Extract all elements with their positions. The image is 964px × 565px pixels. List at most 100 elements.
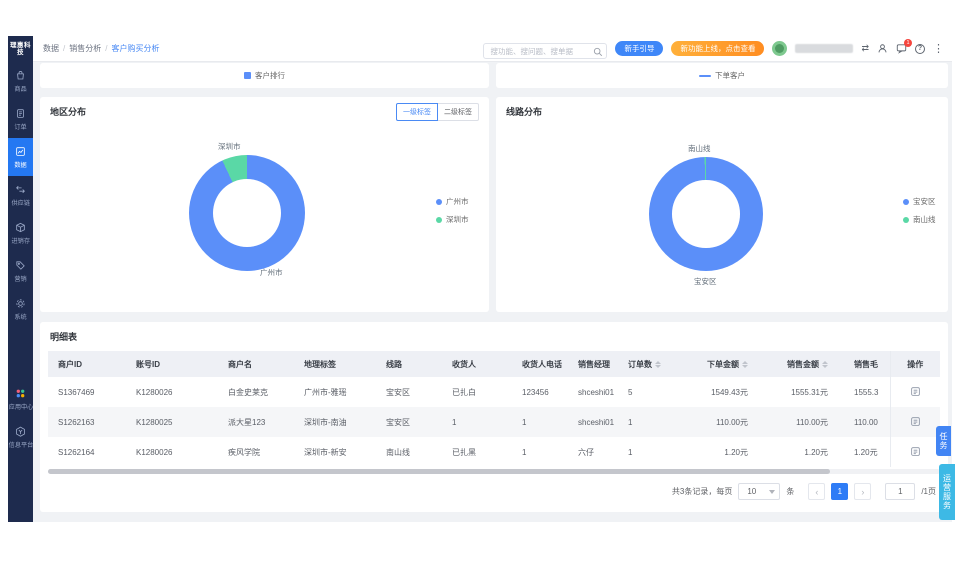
col-sales-amount-sortable[interactable]: 销售金额 [764,351,844,377]
cell-geo-tag: 深圳市-新安 [304,447,347,457]
cell-gross-clipped: 1555.3 [854,387,879,397]
search-icon[interactable] [593,44,603,62]
sidebar-item-orders[interactable]: 订单 [8,100,33,138]
route-distribution-card: 线路分布 南山线 宝安区 宝安区 南山线 [496,97,948,312]
cell-manager: shceshi01 [578,387,615,397]
cell-sales-amount: 1.20元 [804,447,828,457]
global-search [483,41,608,59]
detail-action-icon[interactable] [910,386,921,399]
col-merchant-id: 商户ID [48,351,126,377]
sort-icon[interactable] [822,360,828,368]
message-icon[interactable]: 1 [896,39,912,54]
sort-icon[interactable] [742,360,748,368]
card-title: 地区分布 [50,107,87,117]
cell-order-amount: 1.20元 [724,447,748,457]
data-chart-icon [15,146,26,157]
sidebar-item-data[interactable]: 数据 [8,138,33,176]
next-page-button[interactable]: › [854,483,872,500]
sort-icon[interactable] [655,360,661,368]
system-gear-icon [15,298,26,309]
detail-action-icon[interactable] [910,416,921,429]
sidebar-item-products[interactable]: 商品 [8,62,33,100]
new-feature-button[interactable]: 新功能上线，点击查看 [671,41,765,56]
sidebar-item-info-platform[interactable]: 信息平台 [8,418,33,456]
avatar[interactable] [772,41,788,56]
info-platform-icon [15,426,26,437]
sidebar: 理惠科技 商品 订单 数据 供应链 进销存 [8,36,33,522]
legend-item-guangzhou[interactable]: 广州市 [436,196,469,207]
prev-page-button[interactable]: ‹ [808,483,826,500]
beginner-guide-button[interactable]: 新手引导 [615,41,664,56]
order-doc-icon [15,108,26,119]
breadcrumb: 数据 / 销售分析 / 客户购买分析 [43,43,159,54]
help-icon[interactable]: ? [915,43,925,54]
cell-order-count: 1 [628,417,633,427]
legend-item-shenzhen[interactable]: 深圳市 [436,214,469,225]
detail-table-card: 明细表 商户ID 账号ID 商户名 地理标签 线路 [40,322,948,512]
app-window: 理惠科技 商品 订单 数据 供应链 进销存 [8,36,952,522]
product-bag-icon [15,70,26,81]
sidebar-item-marketing[interactable]: 营销 [8,252,33,290]
horizontal-scrollbar-thumb[interactable] [48,469,830,474]
sidebar-item-inventory[interactable]: 进销存 [8,214,33,252]
col-order-amount-sortable[interactable]: 下单金额 [676,351,764,377]
cell-merchant-name: 派大星123 [228,417,266,427]
col-consignee: 收货人 [442,351,512,377]
cell-order-amount: 1549.43元 [711,387,748,397]
page-size-value: 10 [747,487,757,496]
task-float-tab[interactable]: 任务 [936,426,951,456]
cell-actions [889,407,940,437]
page-size-select[interactable]: 10 [738,483,781,500]
table-row[interactable]: S1262163 K1280025 派大星123 深圳市-南油 宝安区 1 1 … [48,407,940,437]
page-jump-input[interactable] [885,483,916,500]
customer-ranking-legend[interactable]: 客户排行 [244,70,285,81]
region-donut-chart[interactable] [189,155,305,271]
detail-action-icon[interactable] [910,446,921,459]
route-chart-legend: 宝安区 南山线 [903,196,936,225]
cell-route: 南山线 [386,447,410,457]
service-float-tab[interactable]: 运营服务 [939,464,955,520]
col-order-count-sortable[interactable]: 订单数 [618,351,676,377]
order-customer-legend[interactable]: 下单客户 [699,70,745,81]
col-merchant-name: 商户名 [218,351,294,377]
table-row[interactable]: S1262164 K1280026 疾风学院 深圳市-新安 南山线 已扎黑 1 … [48,437,940,467]
breadcrumb-item-data[interactable]: 数据 [43,44,59,53]
table-row[interactable]: S1367469 K1280026 白金史莱克 广州市-雅瑶 宝安区 已扎白 1… [48,377,940,407]
contacts-icon[interactable] [877,43,888,54]
table-title: 明细表 [50,332,78,342]
search-input[interactable] [483,43,608,59]
sidebar-item-system[interactable]: 系统 [8,290,33,328]
legend-item-nanshan[interactable]: 南山线 [903,214,936,225]
sidebar-item-label: 商品 [14,85,27,93]
supply-chain-icon [15,184,26,195]
current-page-button[interactable]: 1 [831,483,849,500]
switch-account-icon[interactable]: ⇄ [861,43,869,53]
cell-gross-clipped: 110.00 [854,417,878,427]
tab-level2-label[interactable]: 二级标签 [438,103,479,121]
sidebar-item-supply-chain[interactable]: 供应链 [8,176,33,214]
col-sales-manager: 销售经理 [568,351,618,377]
cell-actions [889,377,940,407]
username-blurred [795,44,854,53]
cell-order-count: 1 [628,447,633,457]
sidebar-item-app-center[interactable]: 应用中心 [8,380,33,418]
legend-label: 下单客户 [715,71,745,80]
legend-dot [903,198,909,205]
app-center-icon [15,388,26,399]
table-header-row: 商户ID 账号ID 商户名 地理标签 线路 收货人 收货人电话 销售经理 订单数… [48,351,940,377]
cell-consignee: 1 [452,417,457,427]
breadcrumb-item-sales-analysis[interactable]: 销售分析 [69,44,102,53]
tab-level1-label[interactable]: 一级标签 [396,103,438,121]
col-geo-tag: 地理标签 [294,351,376,377]
col-account-id: 账号ID [126,351,218,377]
route-donut-chart[interactable] [649,157,763,271]
cell-merchant-id: S1262164 [58,447,95,457]
more-menu-icon[interactable]: ⋮ [933,43,944,55]
legend-label: 客户排行 [255,71,285,80]
horizontal-scrollbar-track [48,469,940,474]
legend-item-baoan[interactable]: 宝安区 [903,196,936,207]
sidebar-item-label: 信息平台 [8,441,33,449]
cell-phone: 1 [522,417,527,427]
order-customer-card-partial: 下单客户 [496,63,948,88]
